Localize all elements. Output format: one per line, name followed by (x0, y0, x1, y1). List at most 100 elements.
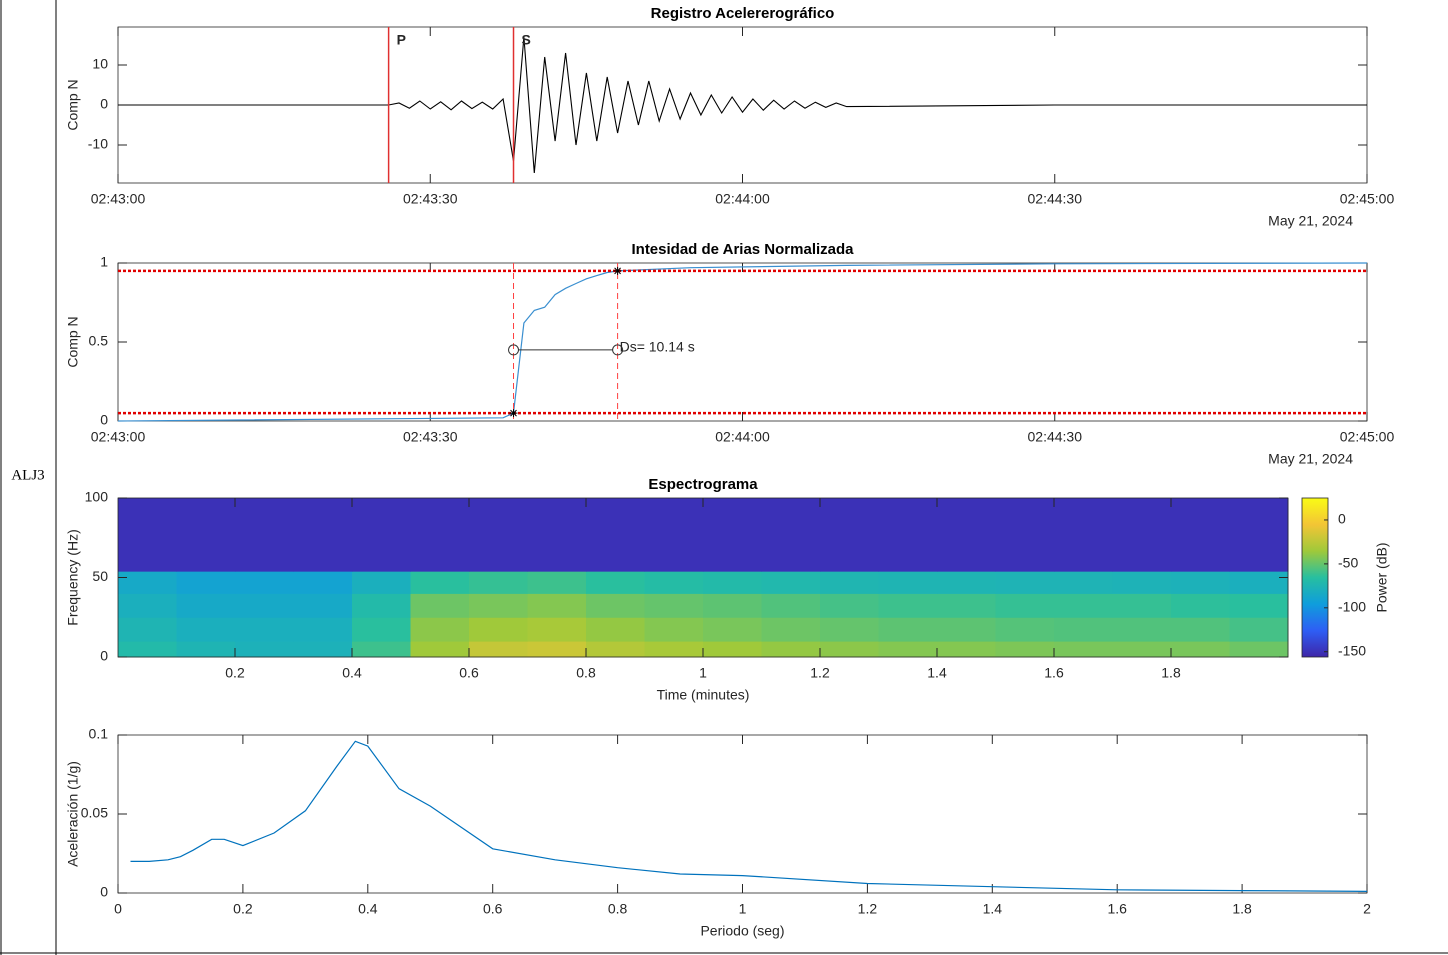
heatmap-cell (1112, 498, 1172, 572)
heatmap-cell (1112, 593, 1172, 618)
heatmap-cell (1229, 571, 1289, 594)
heatmap-cell (1229, 641, 1289, 658)
x-tick-label: 1.6 (1107, 901, 1127, 917)
heatmap-cell (1171, 593, 1230, 618)
heatmap-cell (1171, 617, 1230, 642)
heatmap-cell (352, 593, 411, 618)
heatmap-cell (820, 498, 879, 572)
x-tick-label: 0.8 (576, 665, 596, 681)
heatmap-cell (469, 571, 528, 594)
heatmap-cell (410, 617, 470, 642)
heatmap-cell (1112, 641, 1172, 658)
heatmap-cell (176, 498, 236, 572)
heatmap-cell (644, 593, 704, 618)
x-tick-label: 0.4 (358, 901, 378, 917)
heatmap-cell (1054, 593, 1113, 618)
heatmap-cell (703, 571, 762, 594)
heatmap-cell (293, 498, 353, 572)
heatmap-cell (410, 641, 470, 658)
y-tick-label: 50 (92, 568, 108, 584)
y-tick-label: 10 (92, 56, 108, 72)
heatmap-cell (586, 571, 645, 594)
heatmap-cell (1171, 641, 1230, 658)
colorbar-tick-label: -150 (1338, 642, 1366, 658)
heatmap-cell (995, 498, 1055, 572)
heatmap-cell (937, 498, 996, 572)
y-tick-label: 0.05 (81, 805, 108, 821)
heatmap-cell (1054, 498, 1113, 572)
heatmap-cell (176, 617, 236, 642)
x-tick-label: 02:45:00 (1340, 191, 1395, 207)
heatmap-cell (1054, 617, 1113, 642)
x-tick-label: 1 (739, 901, 747, 917)
heatmap-cell (410, 571, 470, 594)
heatmap-cell (644, 571, 704, 594)
x-tick-label: 02:44:30 (1028, 429, 1083, 445)
y-tick-label: 0 (100, 96, 108, 112)
x-tick-label: 0.2 (233, 901, 253, 917)
heatmap-cell (527, 617, 587, 642)
heatmap-cell (820, 617, 879, 642)
x-tick-label: 2 (1363, 901, 1371, 917)
x-axis-label: Periodo (seg) (700, 923, 784, 939)
heatmap-cell (995, 641, 1055, 658)
heatmap-cell (293, 571, 353, 594)
heatmap-cell (352, 617, 411, 642)
y-axis-label: Frequency (Hz) (65, 529, 81, 625)
heatmap-cell (761, 641, 821, 658)
colorbar-tick-label: -100 (1338, 599, 1366, 615)
heatmap-cell (761, 571, 821, 594)
heatmap-cell (878, 571, 938, 594)
x-tick-label: 1.2 (858, 901, 878, 917)
heatmap-cell (469, 593, 528, 618)
heatmap-cell (410, 498, 470, 572)
x-tick-label: 02:44:00 (715, 429, 770, 445)
heatmap-cell (293, 593, 353, 618)
heatmap-cell (293, 641, 353, 658)
heatmap-cell (1054, 641, 1113, 658)
x-tick-label: 1.8 (1232, 901, 1252, 917)
heatmap-cell (1171, 571, 1230, 594)
data-line (118, 36, 1367, 174)
heatmap-cell (761, 593, 821, 618)
x-tick-label: 1.2 (810, 665, 830, 681)
y-axis-label: Comp N (65, 79, 81, 130)
x-tick-label: 1.6 (1044, 665, 1064, 681)
heatmap-cell (878, 617, 938, 642)
x-tick-label: 1.4 (983, 901, 1003, 917)
interval-star (509, 409, 518, 418)
heatmap-cell (703, 593, 762, 618)
heatmap-cell (820, 593, 879, 618)
heatmap-cell (235, 593, 294, 618)
x-tick-label: 1.4 (927, 665, 947, 681)
phase-label: P (397, 32, 406, 48)
heatmap-cell (235, 617, 294, 642)
y-tick-label: 0 (100, 648, 108, 664)
heatmap-cell (527, 641, 587, 658)
x-tick-label: 0.4 (342, 665, 362, 681)
heatmap-cell (703, 641, 762, 658)
heatmap-cell (1112, 571, 1172, 594)
y-tick-label: 0 (100, 884, 108, 900)
heatmap-cell (235, 641, 294, 658)
x-tick-label: 1 (699, 665, 707, 681)
heatmap-cell (761, 617, 821, 642)
heatmap-cell (995, 571, 1055, 594)
chart-title: Intesidad de Arias Normalizada (631, 241, 854, 258)
heatmap-cell (878, 498, 938, 572)
date-label: May 21, 2024 (1268, 213, 1353, 229)
x-tick-label: 02:43:30 (403, 191, 458, 207)
interval-star (613, 266, 622, 275)
heatmap-cell (644, 641, 704, 658)
heatmap-cell (469, 617, 528, 642)
heatmap-cell (937, 617, 996, 642)
x-tick-label: 02:43:00 (91, 191, 146, 207)
heatmap-cell (1171, 498, 1230, 572)
heatmap-cell (176, 641, 236, 658)
heatmap-cell (586, 498, 645, 572)
heatmap-cell (703, 617, 762, 642)
heatmap-cell (820, 571, 879, 594)
phase-label: S (522, 32, 531, 48)
heatmap-cell (176, 571, 236, 594)
